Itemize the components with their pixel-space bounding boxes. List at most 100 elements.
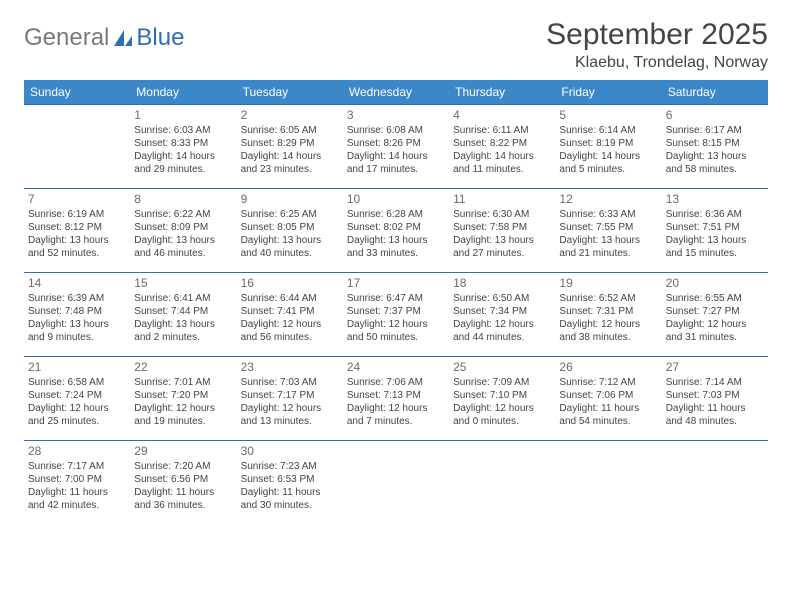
sunset-text: Sunset: 7:37 PM <box>347 305 445 318</box>
day-number: 8 <box>134 192 232 206</box>
sunset-text: Sunset: 7:27 PM <box>666 305 764 318</box>
daylight-text: Daylight: 13 hours <box>453 234 551 247</box>
location-text: Klaebu, Trondelag, Norway <box>546 54 768 72</box>
daylight-text: Daylight: 12 hours <box>453 402 551 415</box>
calendar-cell: 7Sunrise: 6:19 AMSunset: 8:12 PMDaylight… <box>24 189 130 273</box>
daylight-text: Daylight: 12 hours <box>134 402 232 415</box>
daylight-text: Daylight: 13 hours <box>666 234 764 247</box>
sunset-text: Sunset: 7:13 PM <box>347 389 445 402</box>
sunset-text: Sunset: 7:48 PM <box>28 305 126 318</box>
daylight-text: Daylight: 13 hours <box>28 234 126 247</box>
brand-sail-icon <box>112 28 134 48</box>
calendar-cell: 19Sunrise: 6:52 AMSunset: 7:31 PMDayligh… <box>555 273 661 357</box>
daylight-text: Daylight: 14 hours <box>347 150 445 163</box>
daylight-text: and 54 minutes. <box>559 415 657 428</box>
day-info: Sunrise: 7:20 AMSunset: 6:56 PMDaylight:… <box>134 460 232 512</box>
day-info: Sunrise: 6:30 AMSunset: 7:58 PMDaylight:… <box>453 208 551 260</box>
calendar-row: 1Sunrise: 6:03 AMSunset: 8:33 PMDaylight… <box>24 105 768 189</box>
daylight-text: Daylight: 11 hours <box>666 402 764 415</box>
daylight-text: Daylight: 11 hours <box>28 486 126 499</box>
calendar-cell: 28Sunrise: 7:17 AMSunset: 7:00 PMDayligh… <box>24 441 130 525</box>
day-number: 1 <box>134 108 232 122</box>
calendar-cell: 18Sunrise: 6:50 AMSunset: 7:34 PMDayligh… <box>449 273 555 357</box>
daylight-text: Daylight: 14 hours <box>241 150 339 163</box>
day-info: Sunrise: 7:03 AMSunset: 7:17 PMDaylight:… <box>241 376 339 428</box>
daylight-text: and 19 minutes. <box>134 415 232 428</box>
calendar-cell: 11 Sunrise: 6:30 AMSunset: 7:58 PMDayligh… <box>449 189 555 273</box>
daylight-text: and 13 minutes. <box>241 415 339 428</box>
day-number: 9 <box>241 192 339 206</box>
month-title: September 2025 <box>546 18 768 52</box>
sunset-text: Sunset: 8:15 PM <box>666 137 764 150</box>
weekday-header: Saturday <box>662 80 768 105</box>
sunset-text: Sunset: 7:55 PM <box>559 221 657 234</box>
sunset-text: Sunset: 8:29 PM <box>241 137 339 150</box>
day-info: Sunrise: 7:14 AMSunset: 7:03 PMDaylight:… <box>666 376 764 428</box>
day-number: 17 <box>347 276 445 290</box>
daylight-text: and 36 minutes. <box>134 499 232 512</box>
weekday-header-row: Sunday Monday Tuesday Wednesday Thursday… <box>24 80 768 105</box>
daylight-text: Daylight: 12 hours <box>241 402 339 415</box>
calendar-cell: 30Sunrise: 7:23 AMSunset: 6:53 PMDayligh… <box>237 441 343 525</box>
day-number: 25 <box>453 360 551 374</box>
sunrise-text: Sunrise: 7:06 AM <box>347 376 445 389</box>
daylight-text: and 25 minutes. <box>28 415 126 428</box>
sunrise-text: Sunrise: 7:03 AM <box>241 376 339 389</box>
calendar-cell <box>662 441 768 525</box>
sunset-text: Sunset: 8:19 PM <box>559 137 657 150</box>
sunrise-text: Sunrise: 6:41 AM <box>134 292 232 305</box>
sunset-text: Sunset: 8:22 PM <box>453 137 551 150</box>
day-number: 16 <box>241 276 339 290</box>
day-info: Sunrise: 6:47 AMSunset: 7:37 PMDaylight:… <box>347 292 445 344</box>
sunrise-text: Sunrise: 6:47 AM <box>347 292 445 305</box>
daylight-text: Daylight: 12 hours <box>28 402 126 415</box>
sunset-text: Sunset: 7:10 PM <box>453 389 551 402</box>
daylight-text: and 50 minutes. <box>347 331 445 344</box>
day-number: 11 <box>453 192 551 206</box>
daylight-text: and 27 minutes. <box>453 247 551 260</box>
sunrise-text: Sunrise: 7:01 AM <box>134 376 232 389</box>
weekday-header: Friday <box>555 80 661 105</box>
sunrise-text: Sunrise: 6:19 AM <box>28 208 126 221</box>
calendar-cell: 10Sunrise: 6:28 AMSunset: 8:02 PMDayligh… <box>343 189 449 273</box>
calendar-table: Sunday Monday Tuesday Wednesday Thursday… <box>24 80 768 525</box>
day-number: 27 <box>666 360 764 374</box>
day-number: 21 <box>28 360 126 374</box>
sunrise-text: Sunrise: 6:14 AM <box>559 124 657 137</box>
brand-text-2: Blue <box>136 24 184 52</box>
daylight-text: and 46 minutes. <box>134 247 232 260</box>
calendar-page: General Blue September 2025 Klaebu, Tron… <box>0 0 792 525</box>
calendar-cell: 3Sunrise: 6:08 AMSunset: 8:26 PMDaylight… <box>343 105 449 189</box>
day-number: 22 <box>134 360 232 374</box>
calendar-cell: 4Sunrise: 6:11 AMSunset: 8:22 PMDaylight… <box>449 105 555 189</box>
day-info: Sunrise: 7:01 AMSunset: 7:20 PMDaylight:… <box>134 376 232 428</box>
daylight-text: and 2 minutes. <box>134 331 232 344</box>
brand-logo: General Blue <box>24 18 184 52</box>
day-number: 3 <box>347 108 445 122</box>
day-number: 13 <box>666 192 764 206</box>
calendar-body: 1Sunrise: 6:03 AMSunset: 8:33 PMDaylight… <box>24 105 768 525</box>
daylight-text: Daylight: 14 hours <box>453 150 551 163</box>
daylight-text: Daylight: 11 hours <box>241 486 339 499</box>
calendar-cell: 8Sunrise: 6:22 AMSunset: 8:09 PMDaylight… <box>130 189 236 273</box>
sunrise-text: Sunrise: 7:14 AM <box>666 376 764 389</box>
sunrise-text: Sunrise: 6:33 AM <box>559 208 657 221</box>
sunset-text: Sunset: 8:02 PM <box>347 221 445 234</box>
sunset-text: Sunset: 8:26 PM <box>347 137 445 150</box>
calendar-cell: 21Sunrise: 6:58 AMSunset: 7:24 PMDayligh… <box>24 357 130 441</box>
daylight-text: Daylight: 13 hours <box>28 318 126 331</box>
day-number: 6 <box>666 108 764 122</box>
sunset-text: Sunset: 7:00 PM <box>28 473 126 486</box>
day-info: Sunrise: 7:09 AMSunset: 7:10 PMDaylight:… <box>453 376 551 428</box>
daylight-text: and 11 minutes. <box>453 163 551 176</box>
sunrise-text: Sunrise: 6:36 AM <box>666 208 764 221</box>
daylight-text: and 15 minutes. <box>666 247 764 260</box>
daylight-text: Daylight: 14 hours <box>559 150 657 163</box>
day-info: Sunrise: 6:28 AMSunset: 8:02 PMDaylight:… <box>347 208 445 260</box>
sunset-text: Sunset: 7:31 PM <box>559 305 657 318</box>
day-info: Sunrise: 6:33 AMSunset: 7:55 PMDaylight:… <box>559 208 657 260</box>
day-info: Sunrise: 6:41 AMSunset: 7:44 PMDaylight:… <box>134 292 232 344</box>
calendar-cell <box>24 105 130 189</box>
daylight-text: and 52 minutes. <box>28 247 126 260</box>
sunrise-text: Sunrise: 6:55 AM <box>666 292 764 305</box>
